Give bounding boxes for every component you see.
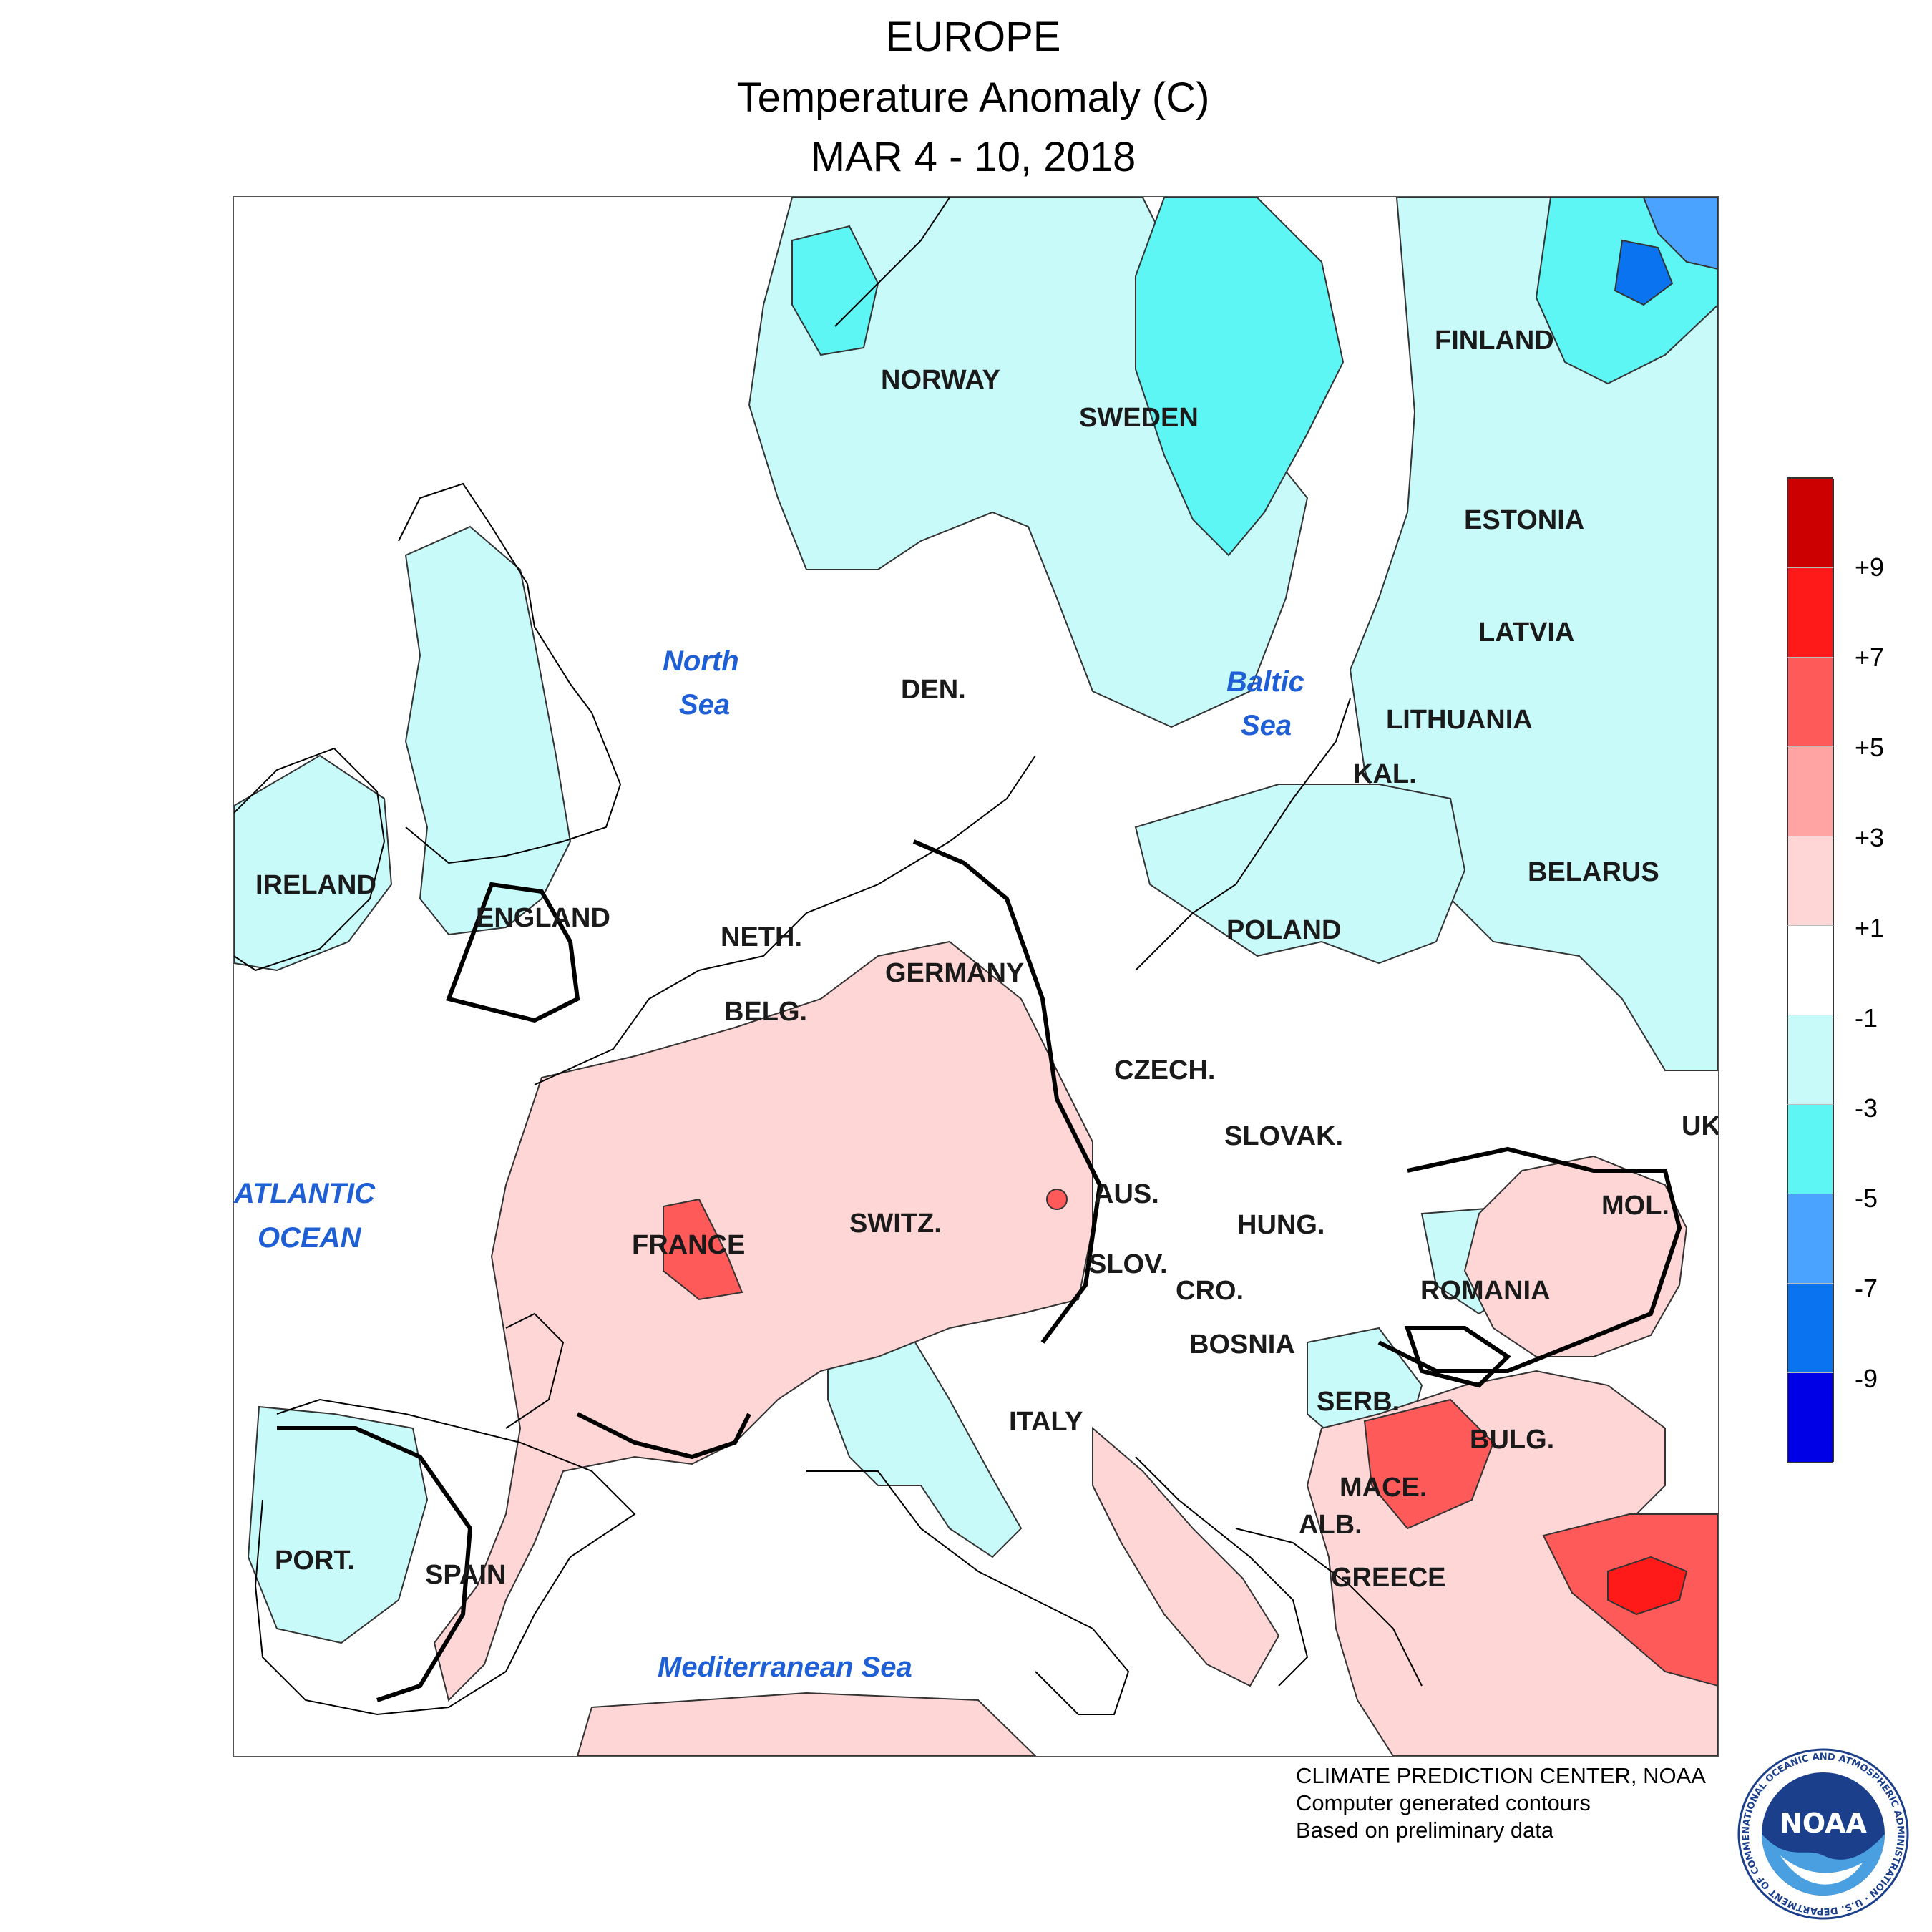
- label-mediterranean-sea: Mediterranean Sea: [658, 1652, 912, 1683]
- legend-tick-label: +7: [1855, 643, 1885, 672]
- label-norway: NORWAY: [881, 365, 1000, 395]
- ireland-cold-region: [234, 754, 393, 972]
- legend-swatch: [1787, 1372, 1834, 1462]
- label-germany: GERMANY: [885, 958, 1024, 988]
- label-denmark: DEN.: [901, 675, 966, 705]
- very-cold-regions: [1614, 197, 1718, 306]
- label-slovenia: SLOV.: [1088, 1249, 1168, 1279]
- legend-tick-label: -5: [1855, 1184, 1878, 1213]
- finland-very-cold-spot: [1614, 239, 1674, 306]
- map-canvas: NORWAY SWEDEN FINLAND ESTONIA LATVIA LIT…: [234, 197, 1718, 1756]
- label-baltic-sea-2: Sea: [1241, 710, 1292, 741]
- label-north-sea-1: North: [663, 645, 739, 677]
- label-croatia: CRO.: [1176, 1276, 1244, 1306]
- italy-warm-region: [1092, 1426, 1280, 1687]
- label-switzerland: SWITZ.: [849, 1209, 942, 1239]
- turkey-hot-spot: [1607, 1556, 1688, 1616]
- label-belgium: BELG.: [724, 997, 807, 1027]
- warm-anomaly-regions: [433, 940, 1718, 1756]
- label-poland: POLAND: [1226, 915, 1341, 945]
- legend-tick-label: +5: [1855, 733, 1885, 762]
- label-france: FRANCE: [632, 1230, 745, 1260]
- temperature-anomaly-map: NORWAY SWEDEN FINLAND ESTONIA LATVIA LIT…: [233, 196, 1719, 1757]
- label-sweden: SWEDEN: [1079, 403, 1199, 433]
- norway-strong-cold: [791, 225, 879, 356]
- austria-warm-dot: [1046, 1189, 1068, 1210]
- legend-swatch: [1787, 925, 1834, 1015]
- logo-text: NOAA: [1780, 1807, 1867, 1839]
- iberia-cold-region: [247, 1405, 429, 1644]
- legend-tick-label: +1: [1855, 913, 1885, 942]
- coastlines: [234, 197, 1423, 1716]
- zero-contour-lines: [277, 839, 1682, 1702]
- label-atlantic-ocean-1: ATLANTIC: [234, 1178, 376, 1209]
- credit-contours: Computer generated contours: [1296, 1790, 1591, 1815]
- balkans-warm-spot: [1363, 1398, 1495, 1530]
- label-netherlands: NETH.: [721, 922, 802, 952]
- legend-swatch: [1787, 1104, 1834, 1194]
- label-hungary: HUNG.: [1237, 1210, 1324, 1240]
- label-romania: ROMANIA: [1420, 1276, 1551, 1306]
- legend-swatch: [1787, 479, 1834, 567]
- legend-tick-label: +9: [1855, 552, 1885, 582]
- label-macedonia: MACE.: [1340, 1473, 1427, 1503]
- label-austria: AUS.: [1094, 1179, 1159, 1209]
- legend-swatch: [1787, 836, 1834, 925]
- label-slovakia: SLOVAK.: [1224, 1121, 1343, 1151]
- label-czech: CZECH.: [1114, 1055, 1215, 1085]
- country-labels: NORWAY SWEDEN FINLAND ESTONIA LATVIA LIT…: [255, 326, 1718, 1593]
- sea-labels: North Sea Baltic Sea ATLANTIC OCEAN Medi…: [234, 645, 1304, 1683]
- label-spain: SPAIN: [425, 1560, 506, 1590]
- legend-tick-label: +3: [1855, 823, 1885, 852]
- label-portugal: PORT.: [275, 1546, 355, 1576]
- label-serbia: SERB.: [1317, 1387, 1400, 1417]
- color-scale-legend: [1787, 477, 1834, 1463]
- legend-tick-label: -7: [1855, 1274, 1878, 1303]
- label-bulgaria: BULG.: [1470, 1425, 1554, 1455]
- label-moldova: MOL.: [1601, 1191, 1669, 1221]
- label-latvia: LATVIA: [1478, 618, 1574, 648]
- map-subtitle: Temperature Anomaly (C): [736, 74, 1210, 121]
- label-estonia: ESTONIA: [1464, 505, 1584, 535]
- sweden-strong-cold: [1135, 197, 1345, 557]
- poland-north-cold-region: [1134, 784, 1466, 965]
- legend-swatch: [1787, 746, 1834, 836]
- hot-regions: [1046, 1189, 1688, 1616]
- label-bosnia: BOSNIA: [1189, 1330, 1295, 1360]
- legend-swatch: [1787, 657, 1834, 746]
- map-date-range: MAR 4 - 10, 2018: [810, 134, 1136, 180]
- credit-preliminary: Based on preliminary data: [1296, 1818, 1554, 1843]
- credit-source: CLIMATE PREDICTION CENTER, NOAA: [1296, 1763, 1706, 1788]
- label-kaliningrad: KAL.: [1353, 759, 1417, 789]
- alps-cold-region: [827, 1312, 1023, 1558]
- label-ukraine: UK: [1682, 1111, 1718, 1141]
- label-finland: FINLAND: [1435, 326, 1554, 356]
- label-north-sea-2: Sea: [679, 689, 730, 721]
- map-title: EUROPE: [885, 14, 1061, 60]
- noaa-logo: NATIONAL OCEANIC AND ATMOSPHERIC ADMINIS…: [1737, 1748, 1909, 1920]
- label-baltic-sea-1: Baltic: [1226, 666, 1304, 698]
- label-belarus: BELARUS: [1528, 857, 1659, 887]
- legend-tick-label: -9: [1855, 1364, 1878, 1393]
- label-italy: ITALY: [1009, 1407, 1083, 1437]
- legend-swatch: [1787, 567, 1834, 657]
- label-england: ENGLAND: [476, 903, 610, 933]
- legend-swatch: [1787, 1015, 1834, 1104]
- north-africa-warm-region: [576, 1692, 1037, 1756]
- legend-tick-label: -3: [1855, 1093, 1878, 1123]
- legend-tick-label: -1: [1855, 1003, 1878, 1033]
- label-atlantic-ocean-2: OCEAN: [258, 1222, 362, 1254]
- label-ireland: IRELAND: [255, 870, 376, 900]
- label-greece: GREECE: [1331, 1563, 1445, 1593]
- britain-cold-region: [404, 525, 572, 936]
- romania-warm-region: [1463, 1155, 1688, 1357]
- france-warm-spot: [663, 1198, 743, 1301]
- northeast-very-cold: [1642, 197, 1718, 270]
- label-albania: ALB.: [1299, 1510, 1362, 1540]
- legend-swatch: [1787, 1283, 1834, 1372]
- france-germany-warm-region: [433, 940, 1093, 1702]
- legend-swatch: [1787, 1194, 1834, 1283]
- label-lithuania: LITHUANIA: [1386, 705, 1533, 735]
